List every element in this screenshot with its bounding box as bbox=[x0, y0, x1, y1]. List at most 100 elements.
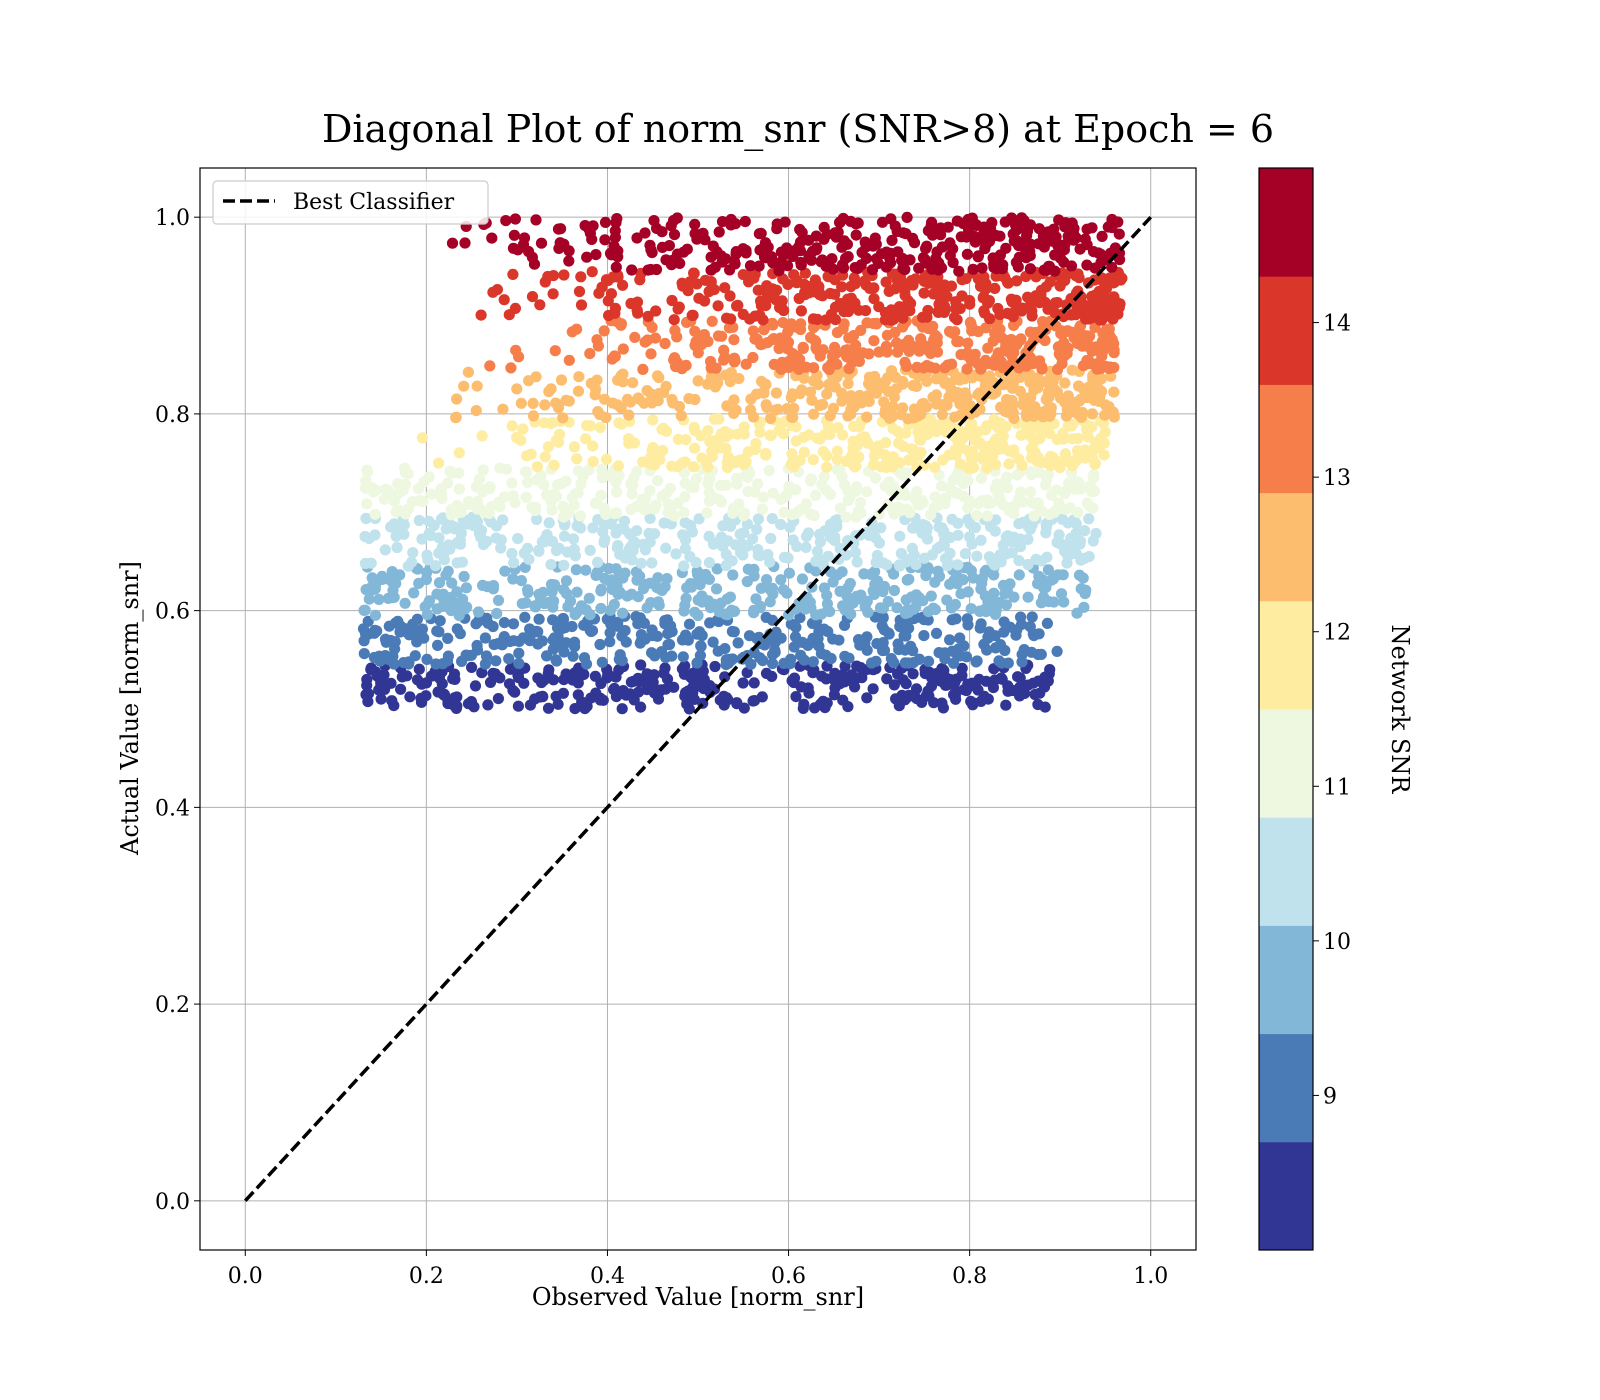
scatter-point bbox=[950, 471, 962, 483]
scatter-point bbox=[612, 271, 624, 283]
scatter-point bbox=[988, 569, 1000, 581]
scatter-point bbox=[738, 458, 750, 471]
scatter-point bbox=[646, 557, 658, 569]
scatter-point bbox=[849, 546, 862, 559]
scatter-point bbox=[580, 433, 592, 445]
scatter-point bbox=[1115, 274, 1127, 286]
scatter-point bbox=[707, 636, 719, 648]
scatter-point bbox=[645, 388, 657, 400]
scatter-point bbox=[635, 659, 647, 671]
scatter-point bbox=[676, 663, 689, 675]
scatter-point bbox=[729, 258, 741, 270]
scatter-point bbox=[796, 227, 808, 239]
scatter-point bbox=[891, 602, 903, 614]
scatter-point bbox=[1032, 698, 1044, 711]
scatter-point bbox=[1052, 569, 1064, 581]
scatter-point bbox=[647, 414, 659, 426]
scatter-point bbox=[626, 554, 638, 566]
y-tick-label: 0.0 bbox=[155, 1190, 190, 1215]
scatter-point bbox=[597, 526, 609, 538]
scatter-point bbox=[1014, 385, 1026, 397]
scatter-point bbox=[837, 669, 849, 681]
scatter-point bbox=[1026, 310, 1038, 322]
scatter-point bbox=[1106, 336, 1118, 348]
scatter-point bbox=[972, 273, 985, 285]
scatter-point bbox=[1077, 451, 1089, 463]
scatter-point bbox=[762, 548, 774, 561]
scatter-point bbox=[737, 308, 749, 320]
scatter-point bbox=[842, 494, 854, 507]
scatter-point bbox=[1018, 644, 1030, 656]
scatter-point bbox=[421, 653, 433, 666]
scatter-point bbox=[689, 339, 701, 351]
scatter-point bbox=[416, 432, 428, 444]
scatter-point bbox=[1088, 485, 1101, 497]
scatter-point bbox=[783, 567, 796, 579]
scatter-point bbox=[848, 420, 860, 433]
scatter-point bbox=[528, 258, 541, 270]
scatter-point bbox=[1042, 564, 1054, 576]
scatter-point bbox=[569, 641, 581, 653]
scatter-point bbox=[705, 362, 717, 374]
scatter-point bbox=[552, 698, 564, 710]
scatter-point bbox=[388, 700, 400, 712]
scatter-point bbox=[566, 620, 578, 633]
scatter-point bbox=[775, 574, 787, 586]
scatter-point bbox=[454, 628, 466, 640]
scatter-point bbox=[645, 451, 657, 463]
colorbar-tick-label: 12 bbox=[1323, 621, 1351, 646]
scatter-point bbox=[684, 578, 697, 590]
scatter-point bbox=[653, 599, 665, 611]
scatter-point bbox=[438, 688, 450, 701]
scatter-point bbox=[667, 254, 679, 266]
scatter-point bbox=[842, 251, 854, 263]
scatter-point bbox=[777, 428, 790, 440]
scatter-point bbox=[1045, 489, 1058, 501]
scatter-point bbox=[974, 437, 986, 449]
scatter-point bbox=[972, 497, 985, 510]
scatter-point bbox=[816, 479, 828, 491]
scatter-point bbox=[477, 464, 489, 476]
scatter-point bbox=[795, 305, 808, 317]
scatter-point bbox=[918, 552, 931, 564]
scatter-point bbox=[831, 453, 844, 465]
scatter-point bbox=[976, 573, 988, 585]
scatter-point bbox=[616, 655, 628, 667]
scatter-point bbox=[660, 618, 673, 630]
scatter-point bbox=[1039, 334, 1051, 347]
colorbar-ticks: 9 10 11 12 13 14 bbox=[1313, 312, 1351, 1109]
scatter-point bbox=[1066, 364, 1078, 376]
scatter-point bbox=[857, 347, 869, 359]
scatter-point bbox=[896, 252, 909, 265]
scatter-point bbox=[486, 232, 498, 244]
scatter-point bbox=[705, 251, 717, 263]
scatter-point bbox=[767, 487, 779, 499]
scatter-point bbox=[804, 475, 817, 487]
scatter-point bbox=[953, 265, 965, 277]
scatter-point bbox=[507, 635, 520, 647]
scatter-point bbox=[443, 539, 455, 551]
scatter-point bbox=[1062, 517, 1074, 529]
scatter-point bbox=[741, 518, 754, 530]
scatter-point bbox=[816, 670, 828, 682]
scatter-point bbox=[492, 594, 505, 607]
scatter-point bbox=[962, 337, 974, 349]
scatter-point bbox=[894, 530, 906, 542]
scatter-point bbox=[1113, 228, 1125, 240]
scatter-point bbox=[962, 215, 974, 227]
scatter-point bbox=[870, 238, 882, 250]
scatter-point bbox=[1004, 621, 1016, 633]
scatter-point bbox=[1087, 472, 1099, 484]
scatter-point bbox=[498, 491, 511, 503]
scatter-point bbox=[560, 575, 573, 587]
scatter-point bbox=[1035, 555, 1048, 567]
scatter-point bbox=[824, 518, 837, 531]
scatter-point bbox=[965, 317, 977, 329]
scatter-point bbox=[837, 262, 850, 274]
scatter-point bbox=[1040, 479, 1052, 491]
scatter-point bbox=[1024, 486, 1037, 498]
scatter-point bbox=[827, 672, 840, 684]
scatter-point bbox=[997, 499, 1009, 511]
scatter-point bbox=[513, 647, 525, 659]
scatter-point bbox=[521, 450, 533, 462]
